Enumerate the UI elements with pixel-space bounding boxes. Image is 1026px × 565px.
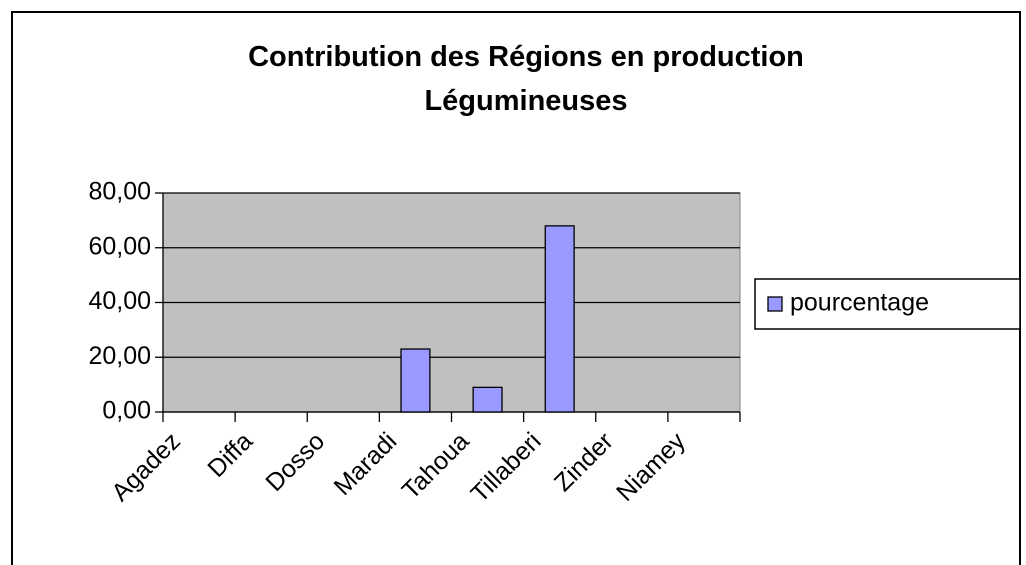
bar — [472, 386, 503, 413]
y-tick-label: 40,00 — [88, 287, 151, 315]
y-tick-label: 60,00 — [88, 232, 151, 260]
chart-title: Contribution des Régions en production Lé… — [248, 41, 804, 117]
y-tick-label: 20,00 — [88, 342, 151, 370]
legend-swatch — [767, 296, 783, 312]
bar — [544, 225, 575, 413]
y-tick-label: 0,00 — [102, 397, 151, 425]
legend: pourcentage — [754, 278, 1021, 330]
legend-label: pourcentage — [790, 289, 929, 317]
y-tick-label: 80,00 — [88, 178, 151, 206]
bar — [400, 348, 431, 413]
legend-box — [754, 278, 1021, 330]
